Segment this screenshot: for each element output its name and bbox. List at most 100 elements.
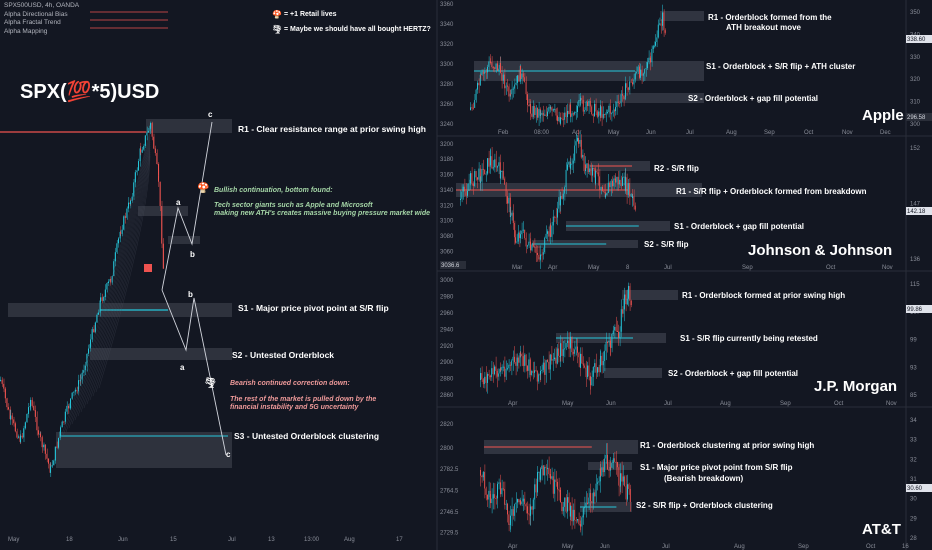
candle [629, 183, 630, 197]
candle [525, 354, 527, 366]
candle [599, 176, 600, 190]
candle [660, 23, 662, 26]
candle [620, 473, 621, 486]
x-tick: Nov [882, 265, 893, 271]
y-tick-right: 147 [910, 202, 921, 208]
candle [633, 79, 635, 85]
candle [518, 357, 519, 363]
candle [584, 110, 585, 112]
candle [622, 177, 623, 186]
candle [554, 216, 555, 218]
candle [548, 231, 550, 237]
x-tick: May [562, 544, 573, 550]
candle [505, 85, 507, 89]
candle [587, 502, 588, 504]
orderblock-zone[interactable] [622, 290, 678, 300]
candle [138, 161, 139, 171]
candle [550, 107, 551, 109]
orderblock-zone[interactable] [528, 93, 704, 103]
candle [592, 367, 594, 377]
candle [605, 195, 606, 198]
candle [574, 145, 575, 161]
candle [106, 283, 108, 290]
candle [30, 399, 31, 407]
indicator-3[interactable]: Alpha Mapping [4, 27, 48, 35]
candle [608, 340, 610, 343]
candle [617, 462, 618, 468]
candle [521, 353, 523, 357]
candle [502, 488, 504, 490]
panel-annotation: R2 - S/R flip [654, 164, 699, 173]
candle [494, 366, 495, 375]
candle [623, 176, 625, 178]
candle [514, 504, 515, 516]
orderblock-zone[interactable] [588, 462, 632, 470]
orderblock-zone[interactable] [660, 11, 704, 21]
candle [148, 131, 149, 133]
candle [539, 109, 541, 116]
candle [477, 82, 478, 90]
zone-a[interactable] [138, 206, 188, 216]
candle [530, 104, 531, 114]
candle [600, 106, 601, 116]
candle [571, 163, 573, 165]
orderblock-zone[interactable] [604, 368, 662, 378]
candle [522, 356, 524, 366]
candle [578, 352, 580, 358]
candle [583, 154, 585, 172]
candle [11, 415, 13, 420]
zone-b[interactable] [168, 236, 200, 244]
candle [565, 497, 567, 512]
candle [629, 81, 630, 90]
candle [498, 482, 500, 484]
indicator-2[interactable]: Alpha Fractal Trend [4, 19, 61, 26]
candle [602, 114, 604, 118]
retail-icon: 🍄 [272, 9, 282, 19]
candle [514, 356, 515, 363]
zone-s2[interactable] [90, 348, 232, 360]
candle [491, 368, 492, 378]
candle [99, 300, 101, 313]
candle [619, 179, 620, 185]
candle [495, 497, 497, 499]
retail-mushroom-icon: 🍄 [197, 181, 209, 194]
candle [56, 446, 58, 448]
candle [568, 497, 570, 503]
candle [461, 191, 463, 199]
candle [591, 106, 592, 115]
candle [161, 206, 163, 244]
y-tick-left: 3120 [440, 203, 454, 209]
candle [538, 109, 540, 118]
candle [619, 103, 620, 105]
zone-s3[interactable] [56, 432, 232, 468]
candle [528, 359, 530, 371]
candle [118, 238, 119, 244]
candle [626, 83, 628, 88]
panel-candles [470, 4, 666, 128]
candle [588, 497, 590, 504]
candle [542, 112, 544, 116]
candle [596, 111, 598, 117]
candle [554, 108, 555, 110]
zone-r1[interactable] [146, 119, 232, 133]
y-tick-left: 3360 [440, 2, 454, 8]
indicator-1[interactable]: Alpha Directional Bias [4, 10, 68, 18]
candle [624, 294, 625, 299]
y-tick-left: 3100 [440, 219, 454, 225]
bullish-heading: Bullish continuation, bottom found: [214, 187, 333, 194]
candle [538, 254, 540, 260]
candle [146, 132, 148, 136]
x-tick: Apr [508, 401, 517, 407]
candle [544, 362, 545, 375]
candle [647, 62, 648, 69]
candle [612, 110, 614, 114]
candle [604, 350, 605, 362]
candle [555, 357, 557, 364]
price-label-bg [906, 207, 932, 215]
candle [597, 482, 598, 484]
fractal-trend-line [98, 155, 151, 389]
candle [521, 73, 523, 79]
candle [69, 403, 71, 409]
candle [512, 356, 514, 361]
